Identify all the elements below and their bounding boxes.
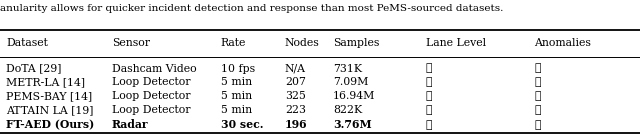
Text: ✓: ✓ bbox=[534, 64, 541, 73]
Text: 5 min: 5 min bbox=[221, 77, 252, 87]
Text: ✓: ✓ bbox=[534, 119, 541, 130]
Text: 5 min: 5 min bbox=[221, 105, 252, 115]
Text: ✗: ✗ bbox=[426, 105, 432, 115]
Text: Lane Level: Lane Level bbox=[426, 38, 486, 48]
Text: 325: 325 bbox=[285, 91, 306, 101]
Text: Sensor: Sensor bbox=[112, 38, 150, 48]
Text: METR-LA [14]: METR-LA [14] bbox=[6, 77, 85, 87]
Text: DoTA [29]: DoTA [29] bbox=[6, 64, 62, 73]
Text: 16.94M: 16.94M bbox=[333, 91, 375, 101]
Text: 822K: 822K bbox=[333, 105, 362, 115]
Text: Loop Detector: Loop Detector bbox=[112, 91, 191, 101]
Text: Loop Detector: Loop Detector bbox=[112, 77, 191, 87]
Text: 7.09M: 7.09M bbox=[333, 77, 368, 87]
Text: 5 min: 5 min bbox=[221, 91, 252, 101]
Text: 10 fps: 10 fps bbox=[221, 64, 255, 73]
Text: N/A: N/A bbox=[285, 64, 306, 73]
Text: Radar: Radar bbox=[112, 119, 148, 130]
Text: ✓: ✓ bbox=[534, 105, 541, 115]
Text: Nodes: Nodes bbox=[285, 38, 319, 48]
Text: 3.76M: 3.76M bbox=[333, 119, 371, 130]
Text: FT-AED (Ours): FT-AED (Ours) bbox=[6, 119, 95, 130]
Text: ✗: ✗ bbox=[534, 91, 541, 101]
Text: 223: 223 bbox=[285, 105, 306, 115]
Text: ATTAIN LA [19]: ATTAIN LA [19] bbox=[6, 105, 94, 115]
Text: anularity allows for quicker incident detection and response than most PeMS-sour: anularity allows for quicker incident de… bbox=[0, 4, 504, 13]
Text: 30 sec.: 30 sec. bbox=[221, 119, 263, 130]
Text: Anomalies: Anomalies bbox=[534, 38, 591, 48]
Text: Dataset: Dataset bbox=[6, 38, 48, 48]
Text: 731K: 731K bbox=[333, 64, 362, 73]
Text: ✓: ✓ bbox=[426, 119, 432, 130]
Text: Rate: Rate bbox=[221, 38, 246, 48]
Text: 207: 207 bbox=[285, 77, 306, 87]
Text: ✗: ✗ bbox=[426, 64, 432, 73]
Text: Loop Detector: Loop Detector bbox=[112, 105, 191, 115]
Text: ✗: ✗ bbox=[534, 77, 541, 87]
Text: PEMS-BAY [14]: PEMS-BAY [14] bbox=[6, 91, 93, 101]
Text: Samples: Samples bbox=[333, 38, 379, 48]
Text: 196: 196 bbox=[285, 119, 307, 130]
Text: ✗: ✗ bbox=[426, 77, 432, 87]
Text: ✗: ✗ bbox=[426, 91, 432, 101]
Text: Dashcam Video: Dashcam Video bbox=[112, 64, 196, 73]
